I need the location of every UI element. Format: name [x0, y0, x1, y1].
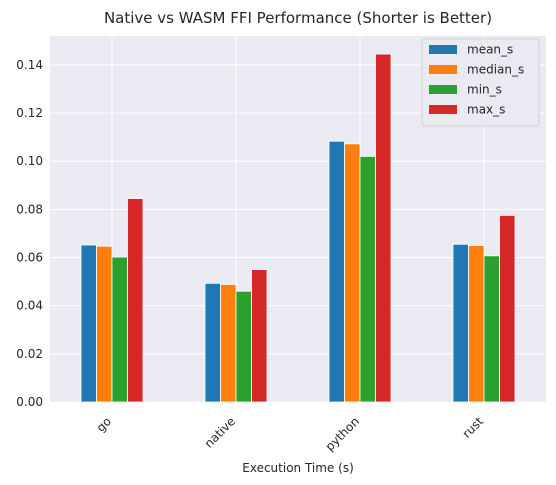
- bar-mean_s-rust: [452, 243, 469, 403]
- x-tick-label: python: [323, 414, 363, 454]
- bar-median_s-python: [344, 143, 361, 403]
- legend-label-mean_s: mean_s: [467, 43, 513, 57]
- x-tick-label: native: [202, 414, 238, 450]
- legend-label-max_s: max_s: [467, 103, 505, 117]
- y-tick-labels: 0.00 0.02 0.04 0.06 0.08 0.10 0.12 0.14: [16, 58, 43, 409]
- bar-max_s-python: [375, 53, 392, 403]
- bar-max_s-rust: [499, 214, 516, 403]
- bar-mean_s-python: [328, 140, 345, 403]
- bar-max_s-go: [127, 198, 144, 403]
- legend-box: [421, 38, 540, 127]
- y-tick-label: 0.12: [16, 106, 43, 120]
- legend-label-median_s: median_s: [467, 63, 524, 77]
- bar-mean_s-go: [80, 244, 97, 403]
- legend-swatch-median_s: [429, 65, 457, 74]
- bar-mean_s-native: [204, 282, 221, 403]
- x-tick-labels: go native python rust: [94, 414, 487, 454]
- chart-title: Native vs WASM FFI Performance (Shorter …: [104, 9, 492, 27]
- legend-swatch-max_s: [429, 105, 457, 114]
- y-tick-label: 0.00: [16, 395, 43, 409]
- bar-min_s-go: [111, 256, 128, 403]
- bar-median_s-native: [220, 284, 237, 403]
- y-tick-label: 0.14: [16, 58, 43, 72]
- legend-swatch-min_s: [429, 85, 457, 94]
- bars: [80, 53, 516, 403]
- bar-median_s-rust: [468, 245, 485, 403]
- x-axis-title: Execution Time (s): [242, 461, 354, 475]
- y-tick-label: 0.04: [16, 299, 43, 313]
- legend-swatch-mean_s: [429, 45, 457, 54]
- y-tick-label: 0.02: [16, 347, 43, 361]
- y-tick-label: 0.06: [16, 251, 43, 265]
- bar-max_s-native: [251, 269, 268, 403]
- bar-min_s-python: [359, 155, 376, 403]
- bar-min_s-rust: [483, 255, 500, 403]
- bar-min_s-native: [235, 290, 252, 403]
- legend-label-min_s: min_s: [467, 83, 502, 97]
- y-tick-label: 0.08: [16, 202, 43, 216]
- x-tick-label: rust: [460, 414, 487, 441]
- y-tick-label: 0.10: [16, 154, 43, 168]
- x-tick-label: go: [94, 414, 114, 434]
- bar-median_s-go: [96, 245, 113, 403]
- legend: mean_s median_s min_s max_s: [421, 38, 540, 127]
